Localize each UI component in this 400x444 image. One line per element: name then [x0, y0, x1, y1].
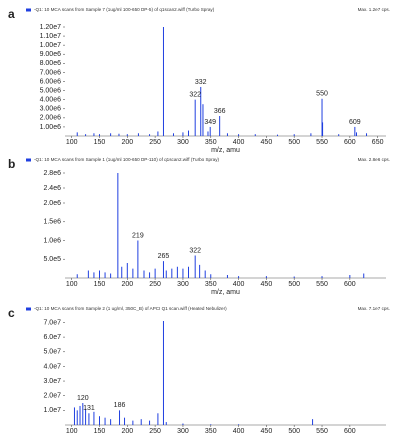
legend-icon — [26, 307, 31, 311]
y-tick-label: 5.00e6 — [40, 87, 62, 94]
y-tick-label: 2.0e7 — [43, 393, 61, 400]
x-tick-label: 150 — [94, 281, 106, 288]
y-tick-label: 1.10e7 — [40, 33, 62, 40]
x-tick-label: 600 — [344, 428, 356, 435]
x-tick-label: 250 — [149, 139, 161, 146]
peak-annotation: 322 — [189, 247, 201, 254]
peak-annotation: 265 — [158, 253, 170, 260]
peak-annotation: 322 — [189, 92, 201, 99]
panel-letter: a — [8, 7, 15, 21]
panel-header: -Q1: 10 MCA scans from Sample 2 (1 ug/ml… — [34, 306, 227, 311]
legend-icon — [26, 8, 31, 12]
y-tick-label: 8.00e6 — [40, 60, 62, 67]
x-tick-label: 200 — [121, 281, 133, 288]
y-tick-label: 7.0e7 — [43, 319, 61, 326]
x-tick-label: 350 — [205, 281, 217, 288]
x-tick-label: 400 — [233, 281, 245, 288]
legend-icon — [26, 158, 31, 162]
max-intensity: Max. 7.1e7 cps. — [358, 306, 390, 311]
x-tick-label: 400 — [233, 428, 245, 435]
x-tick-label: 300 — [177, 281, 189, 288]
x-tick-label: 600 — [344, 281, 356, 288]
y-tick-label: 1.5e6 — [43, 219, 61, 226]
panel-header: -Q1: 10 MCA scans from Sample 7 (1ug/ml … — [34, 7, 215, 12]
x-axis-label: m/z, amu — [211, 289, 240, 296]
y-tick-label: 1.0e7 — [43, 407, 61, 414]
y-tick-label: 5.0e5 — [43, 256, 61, 263]
x-axis-label: m/z, amu — [211, 147, 240, 154]
x-tick-label: 200 — [121, 139, 133, 146]
peak-annotation: 332 — [195, 79, 207, 86]
x-tick-label: 300 — [177, 139, 189, 146]
y-tick-label: 3.0e7 — [43, 378, 61, 385]
x-tick-label: 150 — [94, 428, 106, 435]
x-tick-label: 450 — [261, 139, 273, 146]
x-tick-label: 450 — [261, 428, 273, 435]
peak-annotation: 120 — [77, 395, 89, 402]
peak-annotation: 219 — [132, 232, 144, 239]
y-tick-label: 2.4e6 — [43, 185, 61, 192]
peak-annotation: 349 — [204, 119, 216, 126]
x-tick-label: 350 — [205, 428, 217, 435]
x-tick-label: 550 — [316, 428, 328, 435]
x-tick-label: 550 — [316, 139, 328, 146]
peak-annotation: 131 — [83, 405, 95, 412]
x-tick-label: 250 — [149, 281, 161, 288]
x-tick-label: 300 — [177, 428, 189, 435]
x-tick-label: 500 — [288, 281, 300, 288]
y-tick-label: 1.00e6 — [40, 124, 62, 131]
y-tick-label: 5.0e7 — [43, 349, 61, 356]
y-tick-label: 1.00e7 — [40, 42, 62, 49]
y-tick-label: 7.00e6 — [40, 69, 62, 76]
y-tick-label: 6.0e7 — [43, 334, 61, 341]
y-tick-label: 4.0e7 — [43, 363, 61, 370]
max-intensity: Max. 1.2e7 cps. — [358, 7, 390, 12]
panel-letter: c — [8, 306, 15, 320]
peak-annotation: 186 — [114, 402, 126, 409]
y-tick-label: 2.0e6 — [43, 200, 61, 207]
x-tick-label: 600 — [344, 139, 356, 146]
x-tick-label: 500 — [288, 139, 300, 146]
peak-annotation: 366 — [214, 108, 226, 115]
y-tick-label: 9.00e6 — [40, 51, 62, 58]
x-tick-label: 650 — [372, 139, 384, 146]
x-tick-label: 250 — [149, 428, 161, 435]
y-tick-label: 4.00e6 — [40, 97, 62, 104]
y-tick-label: 2.8e6 — [43, 170, 61, 177]
panel-letter: b — [8, 157, 15, 171]
y-tick-label: 6.00e6 — [40, 78, 62, 85]
x-tick-label: 200 — [121, 428, 133, 435]
x-tick-label: 100 — [66, 428, 78, 435]
peak-annotation: 609 — [349, 119, 361, 126]
panel-header: -Q1: 10 MCA scans from Sample 1 (1ug/ml … — [34, 157, 219, 162]
y-tick-label: 3.00e6 — [40, 106, 62, 113]
y-tick-label: 1.20e7 — [40, 24, 62, 31]
y-tick-label: 2.00e6 — [40, 115, 62, 122]
x-tick-label: 550 — [316, 281, 328, 288]
x-tick-label: 450 — [261, 281, 273, 288]
x-tick-label: 500 — [288, 428, 300, 435]
x-tick-label: 150 — [94, 139, 106, 146]
x-tick-label: 400 — [233, 139, 245, 146]
x-tick-label: 350 — [205, 139, 217, 146]
max-intensity: Max. 2.8e6 cps. — [358, 157, 390, 162]
peak-annotation: 550 — [316, 91, 328, 98]
x-tick-label: 100 — [66, 139, 78, 146]
x-tick-label: 100 — [66, 281, 78, 288]
y-tick-label: 1.0e6 — [43, 237, 61, 244]
